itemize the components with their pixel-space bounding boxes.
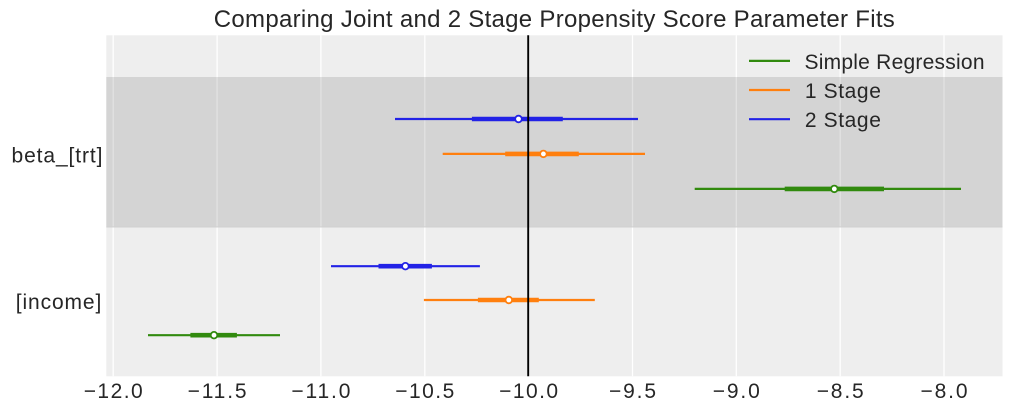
svg-text:−9.0: −9.0 (713, 380, 760, 403)
svg-text:−10.5: −10.5 (395, 380, 454, 403)
svg-text:−10.0: −10.0 (499, 380, 558, 403)
svg-text:−8.5: −8.5 (817, 380, 864, 403)
svg-text:−9.5: −9.5 (609, 380, 656, 403)
svg-text:−11.0: −11.0 (291, 380, 350, 403)
svg-text:[income]: [income] (16, 291, 102, 314)
svg-text:Comparing Joint and 2 Stage Pr: Comparing Joint and 2 Stage Propensity S… (214, 6, 895, 33)
svg-text:−12.0: −12.0 (84, 380, 143, 403)
svg-text:beta_[trt]: beta_[trt] (12, 144, 103, 167)
svg-text:Simple Regression: Simple Regression (805, 51, 985, 74)
svg-text:2 Stage: 2 Stage (805, 109, 881, 132)
svg-text:1 Stage: 1 Stage (805, 80, 881, 103)
svg-text:−11.5: −11.5 (188, 380, 247, 403)
svg-text:−8.0: −8.0 (921, 380, 968, 403)
